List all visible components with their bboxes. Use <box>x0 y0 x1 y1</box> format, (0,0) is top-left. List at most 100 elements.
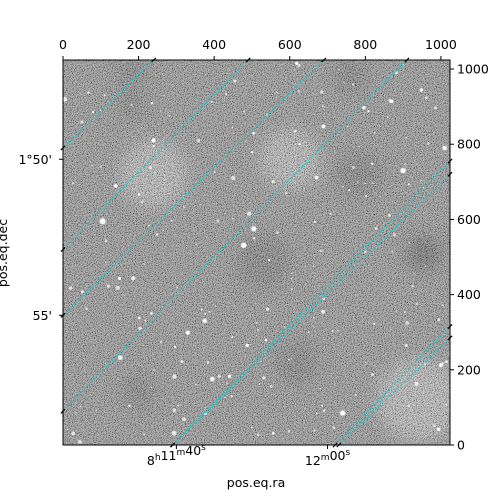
y-axis-title: pos.eq.dec <box>0 219 10 287</box>
point-source <box>351 165 355 169</box>
x-tick-label-top: 200 <box>127 37 151 52</box>
point-source <box>115 285 120 290</box>
point-source <box>106 284 110 288</box>
point-source <box>387 213 391 217</box>
point-source <box>307 331 310 334</box>
world-edge-tick <box>60 145 66 151</box>
point-source <box>379 125 381 128</box>
x-axis-title: pos.eq.ra <box>227 475 285 490</box>
point-source <box>95 409 97 412</box>
point-source <box>130 103 133 106</box>
point-source <box>151 387 153 389</box>
point-source <box>391 250 394 253</box>
point-source <box>144 319 147 322</box>
point-source <box>128 404 131 408</box>
point-source <box>75 412 77 414</box>
point-source <box>415 302 419 305</box>
point-source <box>364 194 368 198</box>
point-source <box>214 305 217 307</box>
point-source <box>322 409 326 412</box>
point-source <box>104 239 108 243</box>
point-source <box>395 310 398 312</box>
point-source <box>386 116 389 118</box>
point-source <box>371 182 374 185</box>
point-source <box>68 286 73 290</box>
point-source <box>407 404 411 408</box>
point-source <box>335 320 337 323</box>
point-source <box>276 91 278 94</box>
point-source <box>245 343 249 348</box>
bright-star-13 <box>400 167 406 174</box>
world-edge-tick <box>60 408 66 414</box>
point-source <box>283 326 286 328</box>
point-source <box>162 229 165 232</box>
point-source <box>172 408 177 413</box>
point-source <box>407 183 410 186</box>
point-source <box>342 185 344 188</box>
point-source <box>374 226 378 230</box>
point-source <box>367 264 370 267</box>
point-source <box>262 376 266 380</box>
point-source <box>71 182 75 185</box>
point-source <box>80 290 84 294</box>
point-source <box>442 145 445 148</box>
point-source <box>319 249 323 253</box>
world-edge-tick <box>170 442 176 448</box>
point-source <box>182 417 186 422</box>
point-source <box>113 184 118 188</box>
y-tick-label-right: 0 <box>457 438 465 453</box>
point-source <box>424 96 428 99</box>
point-source <box>177 404 180 407</box>
point-source <box>314 175 319 180</box>
point-source <box>319 388 322 390</box>
world-edge-tick <box>245 57 251 63</box>
point-source <box>348 189 351 191</box>
point-source <box>329 212 332 215</box>
point-source <box>332 426 336 429</box>
point-source <box>91 164 93 167</box>
sky-stars <box>63 61 450 444</box>
point-source <box>312 317 315 319</box>
point-source <box>227 374 232 379</box>
point-source <box>291 390 293 392</box>
point-source <box>404 163 407 165</box>
point-source <box>204 406 207 409</box>
point-source <box>354 394 357 397</box>
point-source <box>137 193 141 196</box>
point-source <box>337 329 339 332</box>
point-source <box>105 239 107 241</box>
point-source <box>225 92 228 96</box>
point-source <box>232 218 234 220</box>
point-source <box>91 110 95 114</box>
point-source <box>85 307 88 310</box>
point-source <box>256 328 260 332</box>
point-source <box>404 311 406 314</box>
point-source <box>271 180 275 184</box>
point-source <box>173 345 177 349</box>
bright-star-15 <box>340 410 346 416</box>
world-edge-tick <box>447 158 453 164</box>
point-source <box>290 288 293 291</box>
ra-tick-label: 8h11m40s <box>147 443 206 468</box>
point-source <box>163 94 165 97</box>
point-source <box>441 362 445 365</box>
grid-line-ra <box>63 60 249 250</box>
point-source <box>140 126 143 128</box>
point-source <box>420 179 422 182</box>
point-source <box>74 265 77 267</box>
point-source <box>103 94 106 97</box>
point-source <box>231 126 234 129</box>
y-tick-label-right: 200 <box>457 362 481 377</box>
point-source <box>364 182 367 185</box>
point-source <box>255 321 258 324</box>
plot-frame <box>62 59 451 446</box>
point-source <box>63 96 68 102</box>
point-source <box>291 272 293 275</box>
point-source <box>150 102 153 105</box>
bright-star-12 <box>251 226 257 232</box>
point-source <box>304 408 306 410</box>
point-source <box>185 330 190 335</box>
point-source <box>204 312 207 316</box>
point-source <box>357 181 359 183</box>
